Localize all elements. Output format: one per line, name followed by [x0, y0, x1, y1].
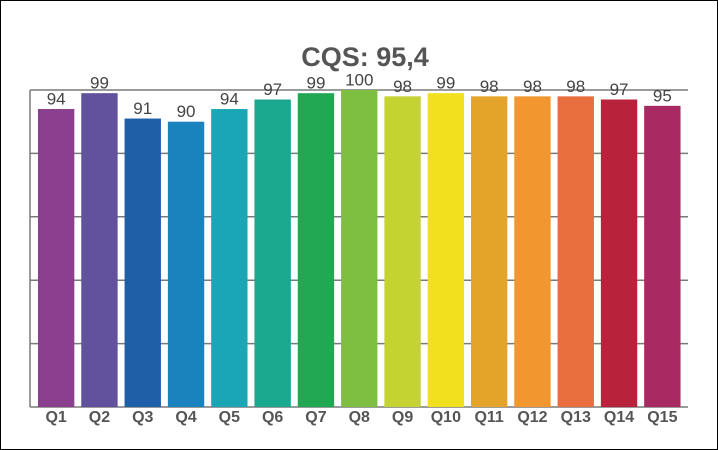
x-tick-label: Q11 — [474, 409, 503, 426]
chart-title: CQS: 95,4 — [301, 42, 429, 72]
x-tick-label: Q10 — [431, 409, 461, 426]
x-tick-label: Q13 — [561, 409, 591, 426]
x-tick-label: Q2 — [89, 409, 110, 426]
value-label: 94 — [47, 90, 66, 109]
value-label: 98 — [393, 77, 412, 96]
bar — [470, 96, 508, 407]
bar — [81, 93, 118, 408]
x-tick-label: Q6 — [262, 409, 283, 426]
value-label: 98 — [523, 77, 542, 96]
x-tick-label: Q4 — [175, 409, 196, 426]
bar — [211, 109, 248, 408]
bar — [341, 90, 378, 407]
value-label: 97 — [610, 80, 629, 99]
bar — [124, 118, 161, 407]
x-tick-label: Q8 — [349, 409, 370, 426]
bar — [514, 96, 551, 407]
x-tick-label: Q9 — [392, 409, 413, 426]
value-label: 94 — [220, 90, 239, 109]
value-label: 100 — [345, 70, 373, 89]
value-label: 97 — [263, 80, 282, 99]
x-tick-label: Q14 — [604, 409, 634, 426]
bar — [384, 96, 421, 407]
x-tick-label: Q15 — [647, 409, 677, 426]
x-tick-label: Q7 — [305, 409, 326, 426]
x-tick-label: Q3 — [132, 409, 153, 426]
value-label: 98 — [480, 77, 499, 96]
bar — [427, 93, 465, 408]
value-label: 95 — [653, 86, 672, 105]
bar — [557, 96, 594, 407]
bar — [254, 99, 291, 407]
value-label: 98 — [566, 77, 585, 96]
bar — [600, 99, 638, 407]
value-label: 99 — [306, 74, 325, 93]
value-label: 99 — [90, 74, 109, 93]
value-label: 99 — [436, 74, 455, 93]
value-label: 90 — [177, 102, 196, 121]
value-label: 91 — [133, 99, 152, 118]
bar — [167, 121, 205, 407]
x-tick-label: Q1 — [45, 409, 66, 426]
x-tick-label: Q12 — [517, 409, 547, 426]
bar — [644, 105, 681, 407]
x-tick-label: Q5 — [219, 409, 240, 426]
bar — [297, 93, 335, 408]
bar — [37, 109, 75, 408]
